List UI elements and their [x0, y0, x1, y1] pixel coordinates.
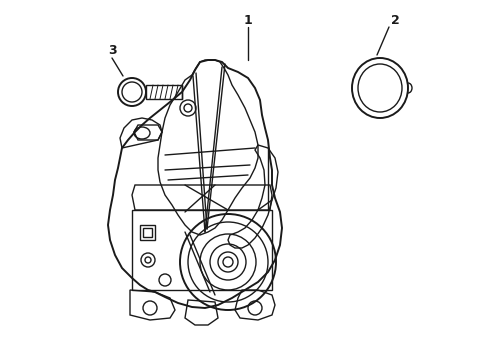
Text: 3: 3 — [108, 44, 116, 57]
Text: 1: 1 — [244, 14, 252, 27]
Text: 2: 2 — [391, 14, 399, 27]
